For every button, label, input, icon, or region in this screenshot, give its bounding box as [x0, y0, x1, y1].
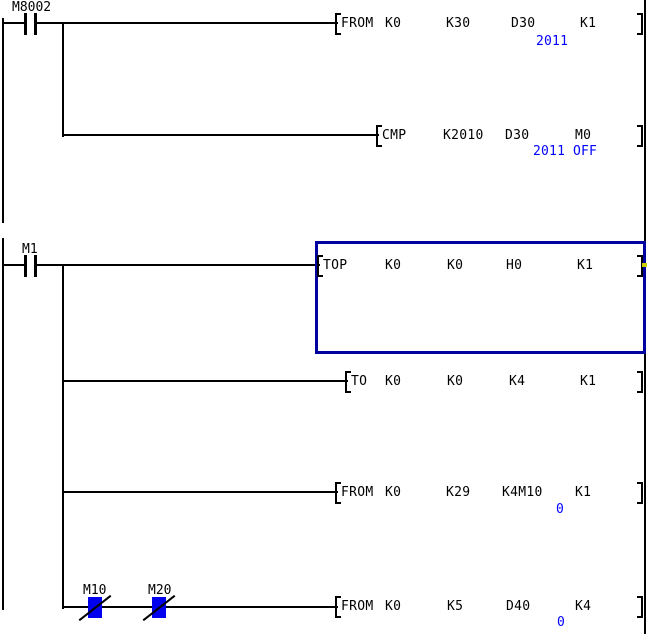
contact-label: M20	[148, 583, 172, 598]
bracket-open-icon	[317, 255, 323, 277]
operand: K1	[580, 374, 597, 389]
instruction-name: FROM	[341, 485, 374, 500]
operand: K30	[446, 16, 471, 31]
wire-rung1-right	[36, 22, 338, 24]
instruction-cmp[interactable]: CMP K2010 D30 M0	[0, 125, 658, 147]
bracket-close-icon	[637, 482, 643, 504]
bracket-open-icon	[335, 13, 341, 35]
contact-label: M8002	[12, 0, 52, 15]
operand: K0	[385, 16, 402, 31]
left-rail-segment-1	[2, 18, 4, 223]
instruction-from-3[interactable]: FROM K0 K5 D40 K4	[0, 596, 658, 618]
operand: K1	[580, 16, 597, 31]
operand: K4	[575, 599, 592, 614]
operand: K4M10	[502, 485, 543, 500]
bracket-close-icon	[637, 596, 643, 618]
wire-rung3-left	[2, 264, 25, 266]
operand: K1	[577, 258, 594, 273]
operand: K5	[447, 599, 464, 614]
operand: K0	[447, 374, 464, 389]
bracket-close-icon	[637, 13, 643, 35]
monitor-value: 2011	[533, 144, 566, 159]
contact-bar-icon	[34, 255, 37, 277]
contact-m8002[interactable]: M8002	[10, 1, 56, 35]
operand: K0	[385, 599, 402, 614]
left-rail-segment-2	[2, 238, 4, 610]
monitor-value: 0	[556, 502, 565, 517]
instruction-name: FROM	[341, 16, 374, 31]
instruction-name: TOP	[323, 258, 348, 273]
wire-rung3-right	[36, 264, 320, 266]
operand: K4	[509, 374, 526, 389]
wire-rung6-a	[62, 606, 89, 608]
instruction-name: TO	[351, 374, 368, 389]
bracket-open-icon	[335, 482, 341, 504]
operand: K0	[385, 485, 402, 500]
wire-rung1-left	[2, 22, 25, 24]
wire-rung5	[62, 491, 338, 493]
bracket-close-icon	[637, 371, 643, 393]
monitor-value: 0	[557, 615, 566, 630]
wire-rung6-c	[166, 606, 338, 608]
bracket-open-icon	[376, 125, 382, 147]
contact-m20[interactable]: M20	[142, 584, 178, 626]
operand: M0	[575, 128, 592, 143]
monitor-value: 2011	[536, 34, 569, 49]
bracket-open-icon	[335, 596, 341, 618]
instruction-from-2[interactable]: FROM K0 K29 K4M10 K1	[0, 482, 658, 504]
operand: H0	[506, 258, 523, 273]
selection-box[interactable]	[315, 241, 646, 354]
monitor-value: OFF	[573, 144, 598, 159]
operand: D40	[506, 599, 531, 614]
contact-bar-icon	[34, 13, 37, 35]
wire-rung2	[62, 134, 379, 136]
operand: K0	[385, 258, 402, 273]
instruction-name: CMP	[382, 128, 407, 143]
operand: K29	[446, 485, 471, 500]
instruction-to[interactable]: TO K0 K0 K4 K1	[0, 371, 658, 393]
operand: K0	[447, 258, 464, 273]
contact-label: M10	[83, 583, 107, 598]
bracket-close-icon	[637, 125, 643, 147]
contact-label: M1	[22, 242, 38, 257]
wire-branch-2	[62, 264, 64, 609]
wire-rung4	[62, 380, 348, 382]
selection-marker-icon	[642, 263, 647, 267]
operand: K2010	[443, 128, 484, 143]
contact-bar-icon	[24, 13, 27, 35]
bracket-open-icon	[345, 371, 351, 393]
instruction-name: FROM	[341, 599, 374, 614]
wire-branch-1	[62, 22, 64, 137]
wire-rung6-b	[102, 606, 153, 608]
operand: D30	[511, 16, 536, 31]
contact-m10[interactable]: M10	[78, 584, 114, 626]
operand: K0	[385, 374, 402, 389]
instruction-top[interactable]: TOP K0 K0 H0 K1	[0, 255, 658, 277]
operand: D30	[505, 128, 530, 143]
instruction-from-1[interactable]: FROM K0 K30 D30 K1	[0, 13, 658, 35]
contact-bar-icon	[24, 255, 27, 277]
contact-m1[interactable]: M1	[20, 243, 46, 277]
operand: K1	[575, 485, 592, 500]
